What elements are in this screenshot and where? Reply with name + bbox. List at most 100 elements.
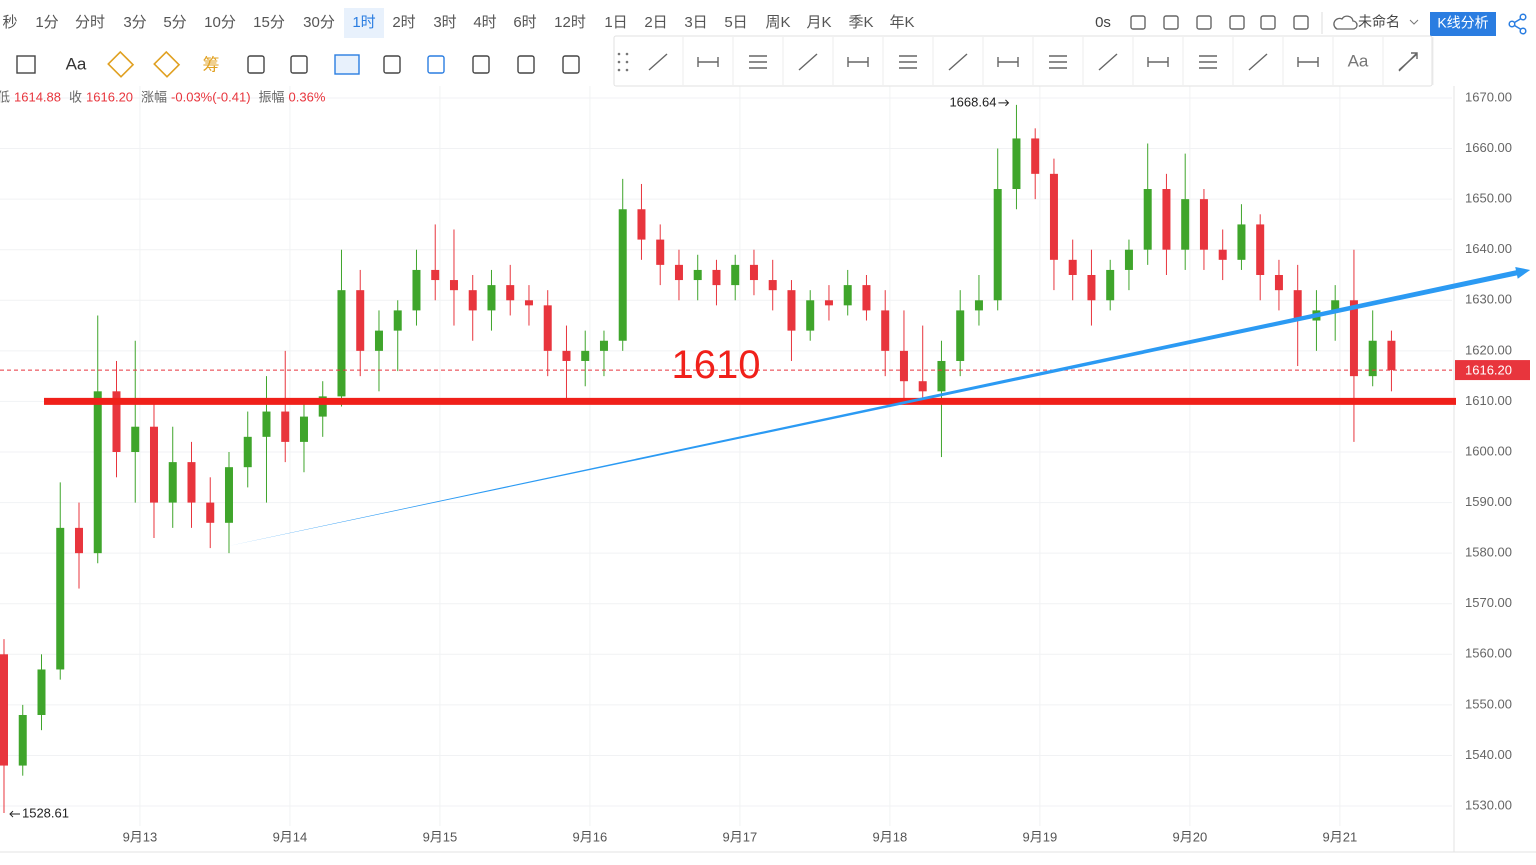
candle-body [918, 381, 927, 392]
float-font-tool[interactable]: Aa [1348, 51, 1369, 70]
drag-dot [617, 52, 621, 56]
y-tick-label: 1530.00 [1465, 797, 1512, 812]
tool-icon[interactable] [472, 55, 490, 74]
period-button[interactable]: 3分 [123, 14, 146, 31]
x-tick-label: 9月14 [273, 829, 308, 844]
tool-icon[interactable] [427, 55, 445, 74]
low-arrow [9, 810, 20, 818]
period-button[interactable]: 5分 [163, 14, 186, 31]
candle-body [693, 269, 702, 281]
period-button[interactable]: 分时 [75, 14, 105, 31]
draw-tool-icon[interactable] [1049, 55, 1067, 69]
draw-tool-icon[interactable] [1147, 57, 1169, 67]
candle-body [1274, 274, 1283, 291]
period-button[interactable]: 1日 [604, 14, 627, 31]
candle-body [1368, 340, 1377, 377]
info-value: 1614.88 [14, 89, 61, 104]
candle-body [1349, 300, 1358, 377]
toolbar-icon[interactable] [1293, 15, 1309, 30]
last-price-box [1455, 360, 1530, 381]
tool-icon[interactable] [562, 55, 580, 74]
period-selected-bg [344, 8, 384, 38]
period-button[interactable]: 3时 [433, 14, 456, 31]
candle-body [262, 411, 271, 437]
tool-icon-selected[interactable] [334, 54, 360, 75]
info-label: 收 [69, 89, 82, 104]
draw-tool-icon[interactable] [648, 53, 668, 71]
period-button[interactable]: 1分 [35, 14, 58, 31]
period-button[interactable]: 5日 [724, 14, 747, 31]
period-button[interactable]: 秒 [2, 14, 17, 31]
draw-tool-icon[interactable] [798, 53, 818, 71]
y-tick-label: 1560.00 [1465, 646, 1512, 661]
candle-body [993, 189, 1002, 301]
y-tick-label: 1610.00 [1465, 393, 1512, 408]
info-label: 振幅 [259, 89, 285, 104]
period-button[interactable]: 4时 [473, 14, 496, 31]
draw-tool-icon[interactable] [847, 57, 869, 67]
y-tick-label: 1640.00 [1465, 241, 1512, 256]
draw-tool-icon[interactable] [997, 57, 1019, 67]
float-toolbar [613, 35, 1433, 87]
info-value: 1616.20 [86, 89, 133, 104]
candle-body [1293, 290, 1302, 321]
chips-tool[interactable]: 筹 [203, 55, 220, 74]
toolbar-icon[interactable] [1229, 15, 1245, 30]
candle-body [37, 669, 46, 715]
font-tool[interactable]: Aa [66, 54, 87, 73]
tool-icon[interactable] [247, 55, 265, 74]
tool-icon[interactable] [517, 55, 535, 74]
tool-icon[interactable] [290, 55, 308, 74]
period-button[interactable]: 12时 [554, 14, 586, 31]
toolbar-icon[interactable] [1196, 15, 1212, 30]
draw-tool-icon[interactable] [749, 55, 767, 69]
period-button[interactable]: 2时 [392, 14, 415, 31]
toolbar-icon[interactable] [1260, 15, 1276, 30]
draw-tool-icon[interactable] [1098, 53, 1118, 71]
toolbar-icon[interactable] [1163, 15, 1179, 30]
tool-icon[interactable] [153, 50, 181, 78]
draw-tool-icon[interactable] [1297, 57, 1319, 67]
y-tick-label: 1630.00 [1465, 292, 1512, 307]
candle-body [824, 300, 833, 306]
period-button[interactable]: 30分 [303, 14, 335, 31]
period-button[interactable]: 10分 [204, 14, 236, 31]
toolbar-icon[interactable] [1130, 15, 1146, 30]
candle-body [862, 285, 871, 311]
cloud-icon [1333, 15, 1358, 30]
period-button[interactable]: 6时 [513, 14, 536, 31]
draw-tool-icon[interactable] [697, 57, 719, 67]
candle-body [412, 269, 421, 311]
period-button[interactable]: 1时 [352, 14, 375, 31]
period-button[interactable]: 年K [889, 14, 914, 31]
draw-tool-icon[interactable] [1199, 55, 1217, 69]
drag-dot [617, 68, 621, 72]
candle-body [806, 300, 815, 331]
y-tick-label: 1580.00 [1465, 545, 1512, 560]
candle-body [1387, 340, 1396, 371]
period-button[interactable]: 2日 [644, 14, 667, 31]
tool-icon[interactable] [383, 55, 401, 74]
draw-tool-icon[interactable] [899, 55, 917, 69]
period-button[interactable]: 月K [806, 14, 831, 31]
draw-tool-icon[interactable] [1398, 52, 1418, 72]
x-tick-label: 9月13 [123, 829, 158, 844]
candle-body [674, 264, 683, 281]
tool-icon[interactable] [107, 50, 135, 78]
period-button[interactable]: 周K [765, 14, 790, 31]
analysis-button-bg[interactable] [1430, 12, 1496, 36]
candle-body [1106, 269, 1115, 301]
candle-body [168, 462, 177, 503]
draw-tool-icon[interactable] [948, 53, 968, 71]
ui: 1530.00 1540.00 1550.00 1560.00 1570.00 1580.… [0, 8, 1530, 844]
analysis-button[interactable]: K线分析 [1437, 15, 1488, 31]
period-button[interactable]: 15分 [253, 14, 285, 31]
candle-body [1049, 173, 1058, 260]
draw-tool-icon[interactable] [1248, 53, 1268, 71]
period-button[interactable]: 季K [848, 14, 873, 31]
tool-icon[interactable] [16, 55, 36, 74]
candle-body [562, 350, 571, 361]
layout-name[interactable]: 未命名 [1358, 14, 1400, 30]
period-button[interactable]: 3日 [684, 14, 707, 31]
